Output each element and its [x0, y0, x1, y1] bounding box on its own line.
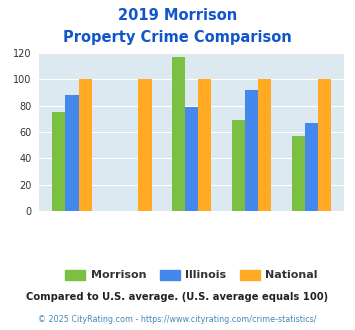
Bar [232, 120, 245, 211]
Bar [78, 79, 92, 211]
Bar [305, 123, 318, 211]
Bar [185, 107, 198, 211]
Bar [258, 79, 271, 211]
Bar [52, 112, 65, 211]
Bar [318, 79, 331, 211]
Bar [138, 79, 152, 211]
Bar [198, 79, 212, 211]
Bar [245, 90, 258, 211]
Text: 2019 Morrison: 2019 Morrison [118, 8, 237, 23]
Bar [65, 95, 78, 211]
Text: Property Crime Comparison: Property Crime Comparison [63, 30, 292, 45]
Legend: Morrison, Illinois, National: Morrison, Illinois, National [61, 265, 322, 285]
Bar [292, 136, 305, 211]
Text: © 2025 CityRating.com - https://www.cityrating.com/crime-statistics/: © 2025 CityRating.com - https://www.city… [38, 315, 317, 324]
Bar [172, 57, 185, 211]
Text: Compared to U.S. average. (U.S. average equals 100): Compared to U.S. average. (U.S. average … [26, 292, 329, 302]
